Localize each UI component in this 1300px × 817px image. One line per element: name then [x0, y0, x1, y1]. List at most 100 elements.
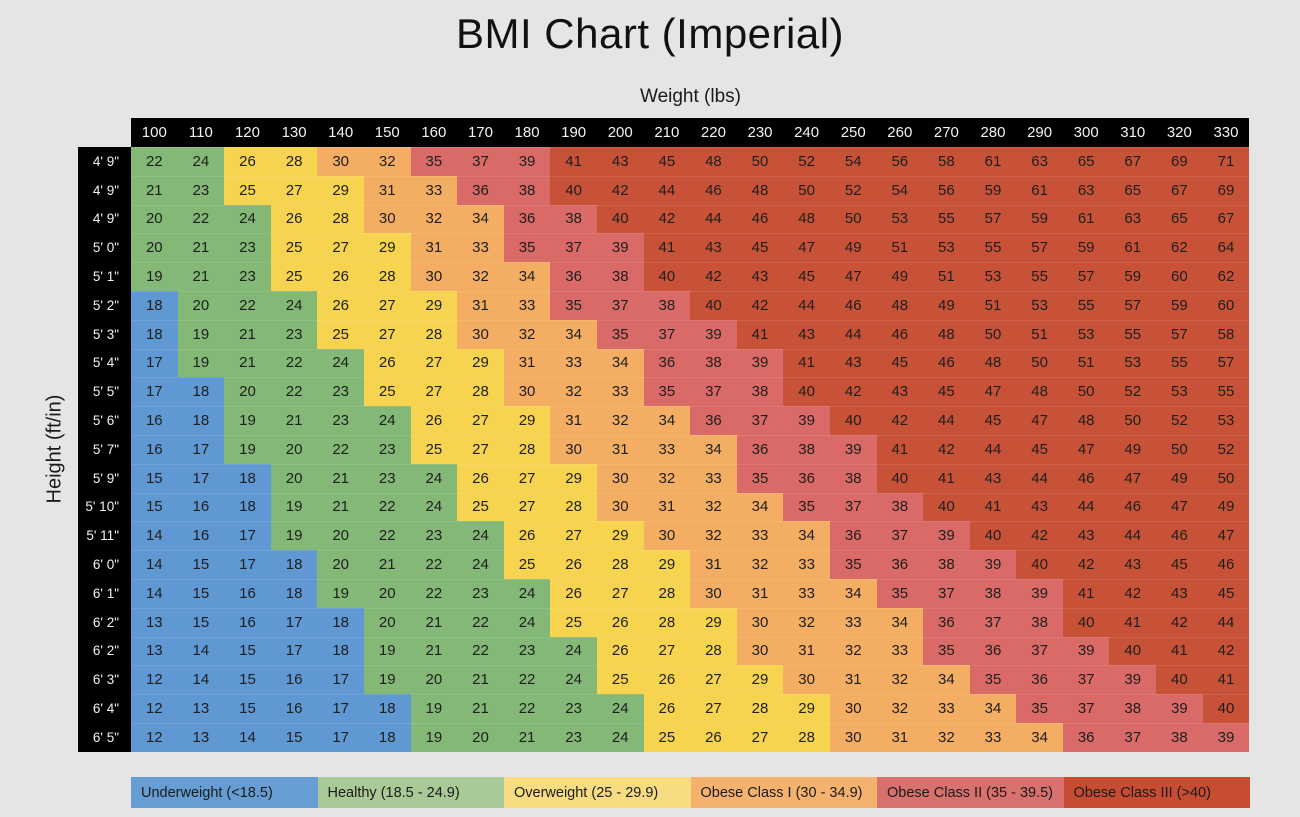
height-label-cell: 5' 11"	[78, 521, 131, 551]
bmi-value-cell: 50	[829, 204, 877, 234]
bmi-value-cell: 44	[923, 406, 970, 435]
bmi-value-cell: 38	[829, 463, 877, 493]
bmi-value-cell: 15	[131, 492, 178, 522]
bmi-value-cell: 40	[1016, 550, 1063, 579]
bmi-value-cell: 38	[969, 578, 1017, 608]
weight-header-cell: 280	[969, 118, 1017, 147]
bmi-value-cell: 26	[596, 607, 644, 637]
bmi-value-cell: 63	[1109, 204, 1157, 234]
bmi-value-cell: 17	[270, 607, 318, 637]
bmi-value-cell: 25	[596, 665, 644, 695]
height-label-cell: 6' 3"	[78, 665, 131, 695]
bmi-value-cell: 51	[876, 233, 924, 263]
weight-header-cell: 120	[224, 118, 271, 147]
bmi-value-cell: 15	[131, 463, 178, 493]
bmi-value-cell: 22	[131, 147, 178, 176]
bmi-value-cell: 20	[177, 290, 225, 320]
bmi-value-cell: 27	[317, 233, 364, 263]
bmi-value-cell: 20	[270, 463, 318, 493]
bmi-value-cell: 38	[690, 348, 737, 378]
bmi-value-cell: 15	[224, 665, 271, 695]
bmi-value-cell: 36	[503, 204, 551, 234]
bmi-value-cell: 28	[596, 550, 644, 579]
bmi-value-cell: 38	[1156, 722, 1203, 752]
weight-header-cell: 140	[317, 118, 364, 147]
bmi-value-cell: 32	[923, 722, 970, 752]
chart-title: BMI Chart (Imperial)	[455, 10, 845, 57]
bmi-value-cell: 20	[363, 607, 411, 637]
bmi-value-cell: 18	[317, 636, 364, 666]
bmi-value-cell: 25	[457, 492, 504, 522]
bmi-value-cell: 44	[969, 434, 1017, 464]
bmi-value-cell: 20	[131, 233, 178, 263]
bmi-value-cell: 22	[270, 377, 318, 407]
bmi-value-cell: 29	[643, 550, 691, 579]
bmi-value-cell: 33	[783, 550, 830, 579]
bmi-value-cell: 25	[224, 175, 271, 205]
bmi-value-cell: 24	[503, 578, 551, 608]
bmi-value-cell: 19	[410, 694, 458, 723]
bmi-value-cell: 30	[596, 492, 644, 522]
bmi-value-cell: 25	[643, 722, 691, 752]
bmi-value-cell: 69	[1202, 175, 1250, 205]
bmi-value-cell: 47	[829, 262, 877, 291]
bmi-value-cell: 26	[317, 290, 364, 320]
bmi-value-cell: 37	[736, 406, 784, 435]
bmi-value-cell: 36	[1062, 722, 1110, 752]
bmi-value-cell: 43	[1109, 550, 1157, 579]
bmi-value-cell: 52	[1202, 434, 1250, 464]
bmi-value-cell: 40	[550, 175, 597, 205]
bmi-value-cell: 41	[1109, 607, 1157, 637]
bmi-value-cell: 40	[969, 521, 1017, 551]
bmi-value-cell: 25	[270, 233, 318, 263]
bmi-value-cell: 29	[410, 290, 458, 320]
bmi-value-cell: 48	[969, 348, 1017, 378]
bmi-value-cell: 50	[736, 147, 784, 176]
weight-header-cell: 240	[783, 118, 830, 147]
bmi-value-cell: 27	[270, 175, 318, 205]
bmi-value-cell: 38	[923, 550, 970, 579]
bmi-value-cell: 36	[829, 521, 877, 551]
bmi-value-cell: 59	[1062, 233, 1110, 263]
bmi-value-cell: 32	[829, 636, 877, 666]
bmi-value-cell: 48	[923, 319, 970, 349]
bmi-value-cell: 21	[224, 348, 271, 378]
bmi-value-cell: 50	[1109, 406, 1157, 435]
bmi-value-cell: 27	[690, 665, 737, 695]
bmi-value-cell: 57	[1202, 348, 1250, 378]
height-label-cell: 5' 9"	[78, 463, 131, 493]
bmi-value-cell: 43	[969, 463, 1017, 493]
bmi-value-cell: 20	[457, 722, 504, 752]
bmi-value-cell: 31	[363, 175, 411, 205]
bmi-value-cell: 48	[1062, 406, 1110, 435]
bmi-value-cell: 20	[317, 550, 364, 579]
bmi-value-cell: 24	[550, 665, 597, 695]
bmi-value-cell: 42	[1062, 550, 1110, 579]
bmi-value-cell: 26	[317, 262, 364, 291]
legend-item-obese-1: Obese Class I (30 - 34.9)	[690, 777, 877, 808]
bmi-value-cell: 35	[410, 147, 458, 176]
bmi-value-cell: 16	[177, 521, 225, 551]
bmi-value-cell: 41	[736, 319, 784, 349]
bmi-value-cell: 26	[643, 694, 691, 723]
bmi-value-cell: 67	[1156, 175, 1203, 205]
bmi-value-cell: 24	[224, 204, 271, 234]
bmi-value-cell: 30	[363, 204, 411, 234]
height-label-cell: 5' 4"	[78, 348, 131, 378]
bmi-value-cell: 40	[1202, 694, 1250, 723]
bmi-value-cell: 50	[1156, 434, 1203, 464]
bmi-value-cell: 16	[131, 406, 178, 435]
bmi-value-cell: 27	[596, 578, 644, 608]
bmi-value-cell: 37	[876, 521, 924, 551]
weight-header-cell: 100	[131, 118, 178, 147]
bmi-value-cell: 35	[876, 578, 924, 608]
bmi-value-cell: 34	[923, 665, 970, 695]
bmi-value-cell: 65	[1109, 175, 1157, 205]
bmi-value-cell: 21	[457, 694, 504, 723]
bmi-value-cell: 65	[1156, 204, 1203, 234]
bmi-value-cell: 27	[363, 319, 411, 349]
bmi-value-cell: 55	[1202, 377, 1250, 407]
bmi-value-cell: 23	[224, 233, 271, 263]
legend-label: Underweight (<18.5)	[141, 784, 273, 801]
bmi-value-cell: 24	[596, 694, 644, 723]
